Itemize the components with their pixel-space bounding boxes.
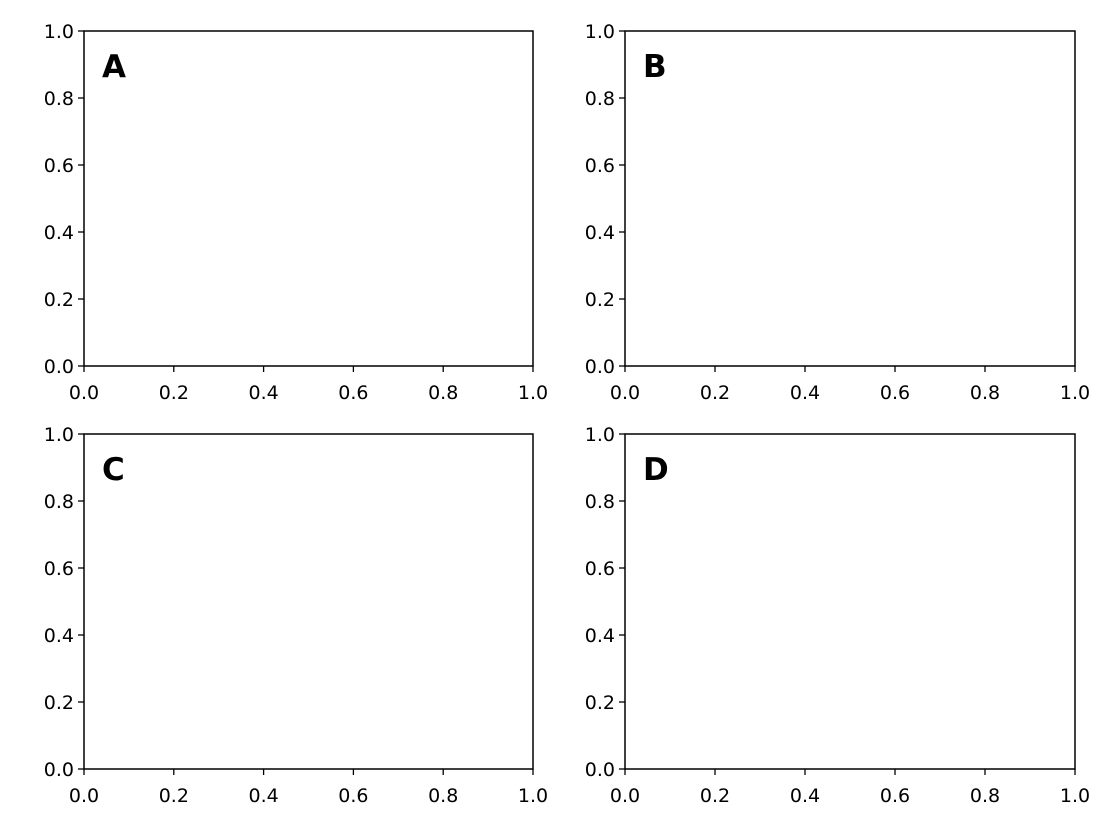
x-tick-label: 0.4	[248, 382, 278, 404]
x-tick-label: 0.6	[338, 382, 368, 404]
y-tick-label: 0.0	[585, 356, 615, 378]
x-tick-label: 0.4	[248, 785, 278, 807]
y-tick-label: 0.0	[44, 356, 74, 378]
x-tick-label: 0.0	[69, 785, 99, 807]
y-tick-label: 0.0	[44, 759, 74, 781]
axes-frame	[624, 30, 1076, 367]
x-tick-label: 0.2	[159, 785, 189, 807]
y-tick-label: 0.4	[44, 625, 74, 647]
x-tick-label: 0.2	[700, 785, 730, 807]
x-tick-label: 0.0	[610, 382, 640, 404]
y-tick-label: 0.6	[585, 558, 615, 580]
axes-frame	[624, 433, 1076, 770]
y-tick-label: 0.6	[44, 155, 74, 177]
x-tick-label: 0.2	[159, 382, 189, 404]
y-tick-label: 1.0	[585, 424, 615, 446]
panel-label: C	[102, 452, 125, 488]
y-tick-label: 0.8	[585, 88, 615, 110]
x-tick-label: 0.8	[428, 785, 458, 807]
x-tick-label: 1.0	[1060, 382, 1090, 404]
axes-frame	[83, 30, 534, 367]
x-tick-label: 0.4	[790, 785, 820, 807]
x-tick-label: 0.6	[880, 785, 910, 807]
panel-label: B	[643, 49, 667, 85]
y-tick-label: 1.0	[44, 424, 74, 446]
y-tick-label: 0.8	[44, 491, 74, 513]
y-tick-label: 0.2	[44, 692, 74, 714]
x-tick-label: 0.0	[610, 785, 640, 807]
x-tick-label: 1.0	[518, 382, 548, 404]
y-tick-label: 0.8	[585, 491, 615, 513]
y-tick-label: 1.0	[585, 21, 615, 43]
x-tick-label: 0.8	[428, 382, 458, 404]
y-tick-label: 1.0	[44, 21, 74, 43]
y-tick-label: 0.2	[585, 692, 615, 714]
y-tick-label: 0.0	[585, 759, 615, 781]
x-tick-label: 1.0	[1060, 785, 1090, 807]
y-tick-label: 0.8	[44, 88, 74, 110]
y-tick-label: 0.4	[585, 222, 615, 244]
x-tick-label: 1.0	[518, 785, 548, 807]
y-tick-label: 0.2	[585, 289, 615, 311]
panel-label: A	[102, 49, 126, 85]
x-tick-label: 0.6	[880, 382, 910, 404]
x-tick-label: 0.8	[970, 785, 1000, 807]
x-tick-label: 0.0	[69, 382, 99, 404]
y-tick-label: 0.2	[44, 289, 74, 311]
y-tick-label: 0.6	[585, 155, 615, 177]
x-tick-label: 0.8	[970, 382, 1000, 404]
panel-label: D	[643, 452, 669, 488]
x-tick-label: 0.6	[338, 785, 368, 807]
x-tick-label: 0.2	[700, 382, 730, 404]
y-tick-label: 0.6	[44, 558, 74, 580]
x-tick-label: 0.4	[790, 382, 820, 404]
y-tick-label: 0.4	[44, 222, 74, 244]
y-tick-label: 0.4	[585, 625, 615, 647]
axes-frame	[83, 433, 534, 770]
